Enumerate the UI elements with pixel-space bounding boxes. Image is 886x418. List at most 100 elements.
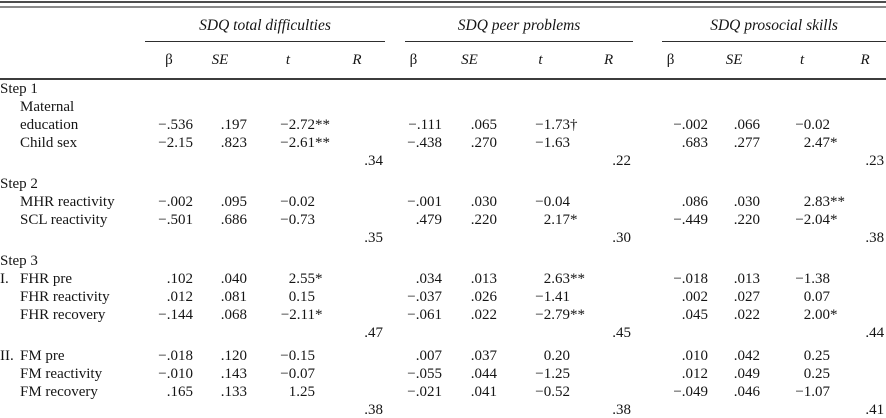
beta-value: −.021 xyxy=(407,384,442,400)
se-value: .022 xyxy=(470,307,497,323)
header-spacer xyxy=(0,8,145,42)
r-cell xyxy=(844,288,886,306)
t-cell xyxy=(247,324,329,342)
beta-cell xyxy=(145,152,193,170)
row-label: Maternal education xyxy=(0,98,145,134)
beta-value: .012 xyxy=(681,366,709,382)
t-value: 2.63** xyxy=(543,271,585,287)
se-value: .041 xyxy=(470,384,497,400)
se-cell xyxy=(442,152,497,170)
t-cell xyxy=(760,324,844,342)
beta-cell xyxy=(145,401,193,418)
section-label: Step 1 xyxy=(0,81,38,97)
t-cell xyxy=(497,401,584,418)
row-label xyxy=(0,229,145,247)
row-label-text: MHR reactivity xyxy=(20,194,115,210)
table-row: II. FM pre −.018 .120 −0.15 .007 .037 0.20 .010.… xyxy=(0,342,886,365)
r-value: .22 xyxy=(612,153,632,169)
row-label xyxy=(0,401,145,418)
section-label: Step 2 xyxy=(0,176,38,192)
r-value: .30 xyxy=(612,230,632,246)
r-value-row: .47 .45 .44 xyxy=(0,324,886,342)
r-cell xyxy=(329,365,385,383)
t-value: 1.25 xyxy=(288,384,315,400)
r-cell xyxy=(584,288,633,306)
r-cell xyxy=(329,211,385,229)
t-value: −1.25 xyxy=(535,366,570,382)
row-label-text: Child sex xyxy=(20,135,78,151)
t-value: −1.73† xyxy=(535,117,578,133)
table-header: SDQ total difficulties SDQ peer problems… xyxy=(0,8,886,79)
se-value: .044 xyxy=(470,366,497,382)
se-cell xyxy=(442,324,497,342)
r-cell xyxy=(329,270,385,288)
top-double-rule xyxy=(0,1,886,8)
table-row: FM reactivity −.010 .143 −0.07 −.055 .044 −1.2… xyxy=(0,365,886,383)
table-row: Child sex −2.15 .823 −2.61** −.438 .270 −1.63.… xyxy=(0,134,886,152)
row-label: Child sex xyxy=(0,134,145,152)
t-value: 0.25 xyxy=(803,366,831,382)
se-cell xyxy=(708,229,760,247)
se-value: .040 xyxy=(220,271,247,287)
r-cell xyxy=(844,270,886,288)
se-value: .037 xyxy=(470,348,497,364)
r-cell xyxy=(584,383,633,401)
beta-value: −.002 xyxy=(673,117,709,133)
beta-cell xyxy=(633,229,708,247)
t-value: 0.20 xyxy=(543,348,570,364)
section-row: Step 2 xyxy=(0,170,886,193)
r-cell xyxy=(584,342,633,365)
row-label xyxy=(0,152,145,170)
se-value: .026 xyxy=(470,289,497,305)
beta-value: −.010 xyxy=(158,366,193,382)
beta-value: .002 xyxy=(681,289,709,305)
se-value: .049 xyxy=(733,366,761,382)
header-spacer xyxy=(0,42,145,79)
row-label-text: FHR pre xyxy=(20,271,73,287)
t-cell xyxy=(760,152,844,170)
t-value: −0.02 xyxy=(280,194,315,210)
table-row: FHR reactivity .012 .081 0.15 −.037 .026 −1.41… xyxy=(0,288,886,306)
beta-value: .045 xyxy=(681,307,709,323)
r-cell xyxy=(844,193,886,211)
r-cell xyxy=(584,134,633,152)
t-value: −0.15 xyxy=(280,348,315,364)
r-value: .45 xyxy=(612,325,632,341)
r-value: .38 xyxy=(865,230,885,246)
row-label: FHR reactivity xyxy=(0,288,145,306)
t-value: −1.07 xyxy=(795,384,831,400)
r-cell xyxy=(329,193,385,211)
beta-value: −.144 xyxy=(158,307,193,323)
t-value: 2.17* xyxy=(543,212,578,228)
se-value: .120 xyxy=(220,348,247,364)
se-value: .095 xyxy=(220,194,247,210)
r-value: .41 xyxy=(865,402,885,418)
beta-value: −.536 xyxy=(158,117,193,133)
se-cell xyxy=(193,229,247,247)
r-cell xyxy=(329,306,385,324)
t-value: −0.02 xyxy=(795,117,831,133)
se-value: .277 xyxy=(733,135,761,151)
se-value: .013 xyxy=(470,271,497,287)
t-value: −1.41 xyxy=(535,289,570,305)
col-t: t xyxy=(538,51,543,68)
section-label: Step 3 xyxy=(0,253,38,269)
se-value: .133 xyxy=(220,384,247,400)
group-header-prosocial-skills: SDQ prosocial skills xyxy=(633,8,886,42)
t-cell xyxy=(247,401,329,418)
se-value: .030 xyxy=(470,194,497,210)
se-value: .143 xyxy=(220,366,247,382)
se-cell xyxy=(708,401,760,418)
beta-value: .102 xyxy=(166,271,193,287)
t-value: 0.07 xyxy=(803,289,831,305)
r-cell xyxy=(329,383,385,401)
r-value: .44 xyxy=(865,325,885,341)
se-value: .022 xyxy=(733,307,761,323)
beta-value: −2.15 xyxy=(158,135,193,151)
r-cell xyxy=(329,98,385,134)
r-cell xyxy=(844,306,886,324)
t-cell xyxy=(497,324,584,342)
beta-value: −.018 xyxy=(158,348,193,364)
t-value: −2.79** xyxy=(535,307,585,323)
row-label: II. FM pre xyxy=(0,342,145,365)
